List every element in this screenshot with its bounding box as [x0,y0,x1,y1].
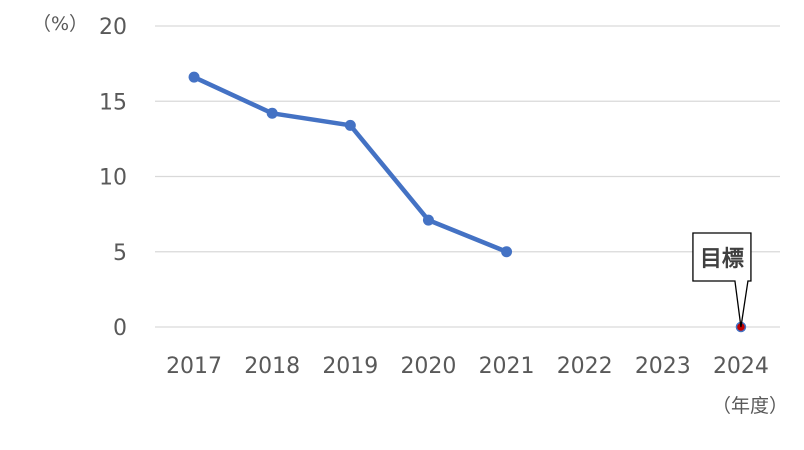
series-lines [191,74,509,254]
callout-label: 目標 [700,247,744,272]
data-point-actual [422,214,434,226]
y-tick-label: 20 [99,15,127,40]
grid-lines [155,25,780,328]
data-point-actual [266,107,278,119]
x-axis-unit-label: （年度） [712,395,788,417]
x-tick-label: 2019 [322,354,378,379]
x-tick-label: 2020 [400,354,456,379]
callout-box [692,232,752,328]
y-tick-label: 0 [113,316,127,341]
y-tick-label: 5 [113,241,127,266]
x-tick-label: 2022 [557,354,613,379]
x-tick-label: 2021 [479,354,535,379]
series-line-actual [191,74,509,254]
series-points [188,71,747,333]
x-tick-label: 2018 [244,354,300,379]
data-point-actual [501,246,513,258]
target-callout: 目標 [692,232,752,328]
x-tick-label: 2024 [713,354,769,379]
x-tick-label: 2017 [166,354,222,379]
y-axis-unit-label: （%） [32,13,88,35]
y-tick-label: 10 [99,166,127,191]
y-tick-label: 15 [99,90,127,115]
y-tick-labels: 0 5 10 15 20 [99,15,127,341]
data-point-actual [188,71,200,83]
x-tick-label: 2023 [635,354,691,379]
data-point-actual [344,119,356,131]
x-tick-labels: 2017 2018 2019 2020 2021 2022 2023 2024 [166,354,769,379]
